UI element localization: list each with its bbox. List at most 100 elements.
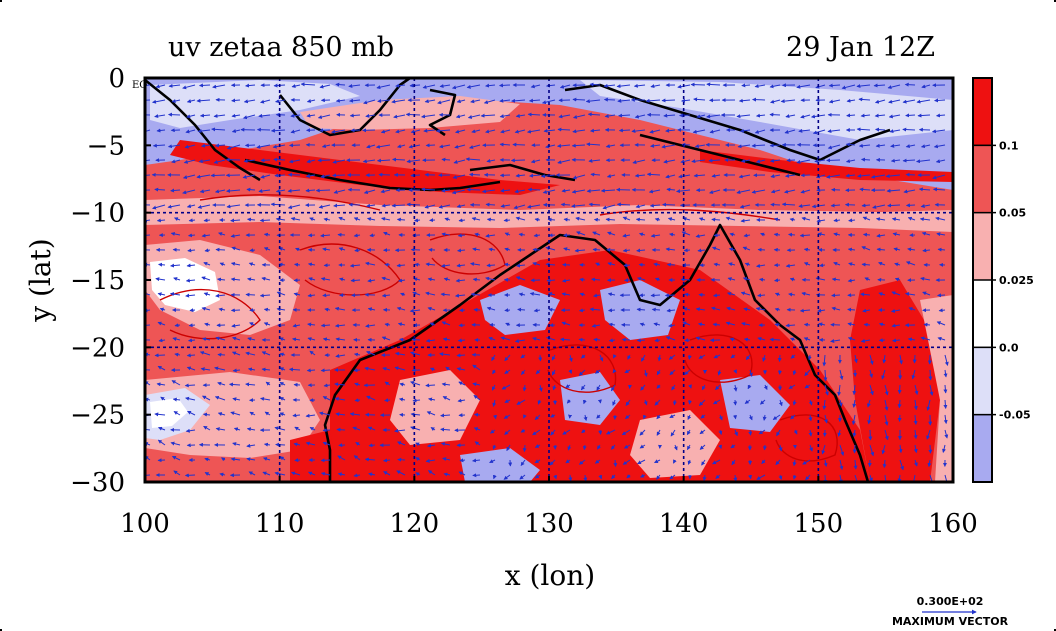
wind-vector	[747, 384, 752, 390]
wind-vector	[666, 308, 676, 313]
wind-vector	[275, 189, 286, 193]
wind-vector	[917, 113, 931, 118]
wind-vector	[511, 98, 526, 103]
wind-vector	[694, 144, 706, 149]
wind-vector	[669, 369, 676, 376]
colorbar-label-1: 0.05	[999, 207, 1026, 220]
y-tick-label-10: −10	[70, 199, 125, 229]
wind-vector	[391, 99, 406, 104]
colorbar-label-4: -0.05	[999, 409, 1031, 422]
wind-vector	[246, 187, 256, 192]
wind-vector	[172, 397, 181, 402]
wind-vector	[366, 395, 376, 401]
wind-vector	[318, 204, 331, 209]
wind-vector	[792, 399, 797, 406]
wind-vector	[857, 173, 871, 178]
wind-vector	[331, 129, 346, 134]
wind-vector	[788, 292, 796, 297]
wind-vector	[713, 233, 721, 238]
wind-vector	[170, 263, 181, 268]
wind-vector	[364, 366, 376, 371]
wind-vector	[168, 83, 181, 88]
wind-vector	[839, 369, 844, 381]
wind-vector	[335, 82, 346, 87]
wind-vector	[473, 394, 481, 401]
wind-vector	[656, 384, 661, 389]
wind-vector	[504, 308, 511, 313]
wind-vector	[305, 441, 316, 446]
wind-vector	[816, 218, 826, 223]
wind-vector	[561, 321, 571, 326]
y-tick-label-20: −20	[70, 333, 125, 363]
wind-vector	[621, 337, 631, 342]
wind-vector	[550, 429, 556, 436]
wind-vector	[762, 444, 767, 451]
wind-vector	[367, 278, 376, 283]
wind-vector	[230, 261, 241, 266]
wind-vector	[589, 128, 601, 133]
wind-vector	[226, 204, 241, 209]
wind-vector	[440, 263, 451, 268]
wind-vector	[728, 247, 736, 252]
wind-vector	[905, 292, 916, 297]
wind-vector	[662, 202, 676, 207]
wind-vector	[712, 322, 721, 327]
wind-vector	[258, 188, 271, 193]
wind-vector	[247, 337, 256, 341]
wind-vector	[891, 323, 901, 328]
wind-vector	[470, 262, 481, 267]
wind-vector	[186, 263, 196, 268]
wind-vector	[503, 218, 511, 223]
wind-vector	[365, 323, 376, 328]
wind-vector	[774, 322, 781, 327]
wind-vector	[551, 354, 556, 361]
wind-vector	[305, 173, 316, 178]
x-tick-label-160: 160	[928, 509, 978, 539]
wind-vector	[510, 158, 526, 163]
wind-vector	[862, 216, 871, 221]
wind-vector	[631, 129, 646, 134]
wind-vector	[307, 337, 316, 341]
wind-vector	[184, 383, 196, 388]
wind-vector	[807, 354, 812, 361]
wind-vector	[729, 337, 736, 342]
wind-vector	[399, 382, 406, 387]
wind-vector	[171, 159, 181, 164]
wind-vector	[528, 98, 541, 103]
wind-vector	[197, 204, 211, 209]
wind-vector	[713, 262, 721, 267]
wind-vector	[899, 354, 903, 365]
wind-vector	[405, 112, 421, 117]
wind-vector	[581, 354, 586, 359]
wind-vector	[803, 247, 811, 252]
wind-vector	[396, 217, 406, 222]
wind-vector	[695, 234, 706, 238]
wind-vector	[762, 354, 767, 362]
wind-vector	[545, 246, 556, 251]
wind-vector	[398, 278, 406, 283]
wind-vector	[365, 113, 376, 118]
wind-vector	[265, 381, 271, 386]
wind-vector	[375, 144, 391, 149]
wind-vector	[852, 399, 857, 408]
wind-vector	[845, 173, 856, 178]
wind-vector	[706, 114, 721, 119]
wind-vector	[212, 84, 226, 89]
wind-vector	[696, 114, 706, 119]
field-australia-blue-e	[460, 448, 540, 482]
wind-vector	[363, 189, 376, 195]
wind-vector	[676, 189, 691, 194]
wind-vector	[671, 384, 676, 391]
wind-vector	[520, 354, 526, 359]
wind-vector	[199, 113, 211, 118]
wind-vector	[622, 233, 631, 238]
wind-vector	[599, 354, 604, 362]
wind-vector	[355, 442, 361, 446]
wind-vector	[384, 262, 391, 267]
wind-vector	[429, 322, 436, 327]
wind-vector	[428, 397, 436, 402]
wind-vector	[741, 83, 751, 88]
wind-vector	[576, 231, 586, 236]
wind-vector	[687, 414, 692, 421]
wind-vector	[733, 414, 738, 420]
